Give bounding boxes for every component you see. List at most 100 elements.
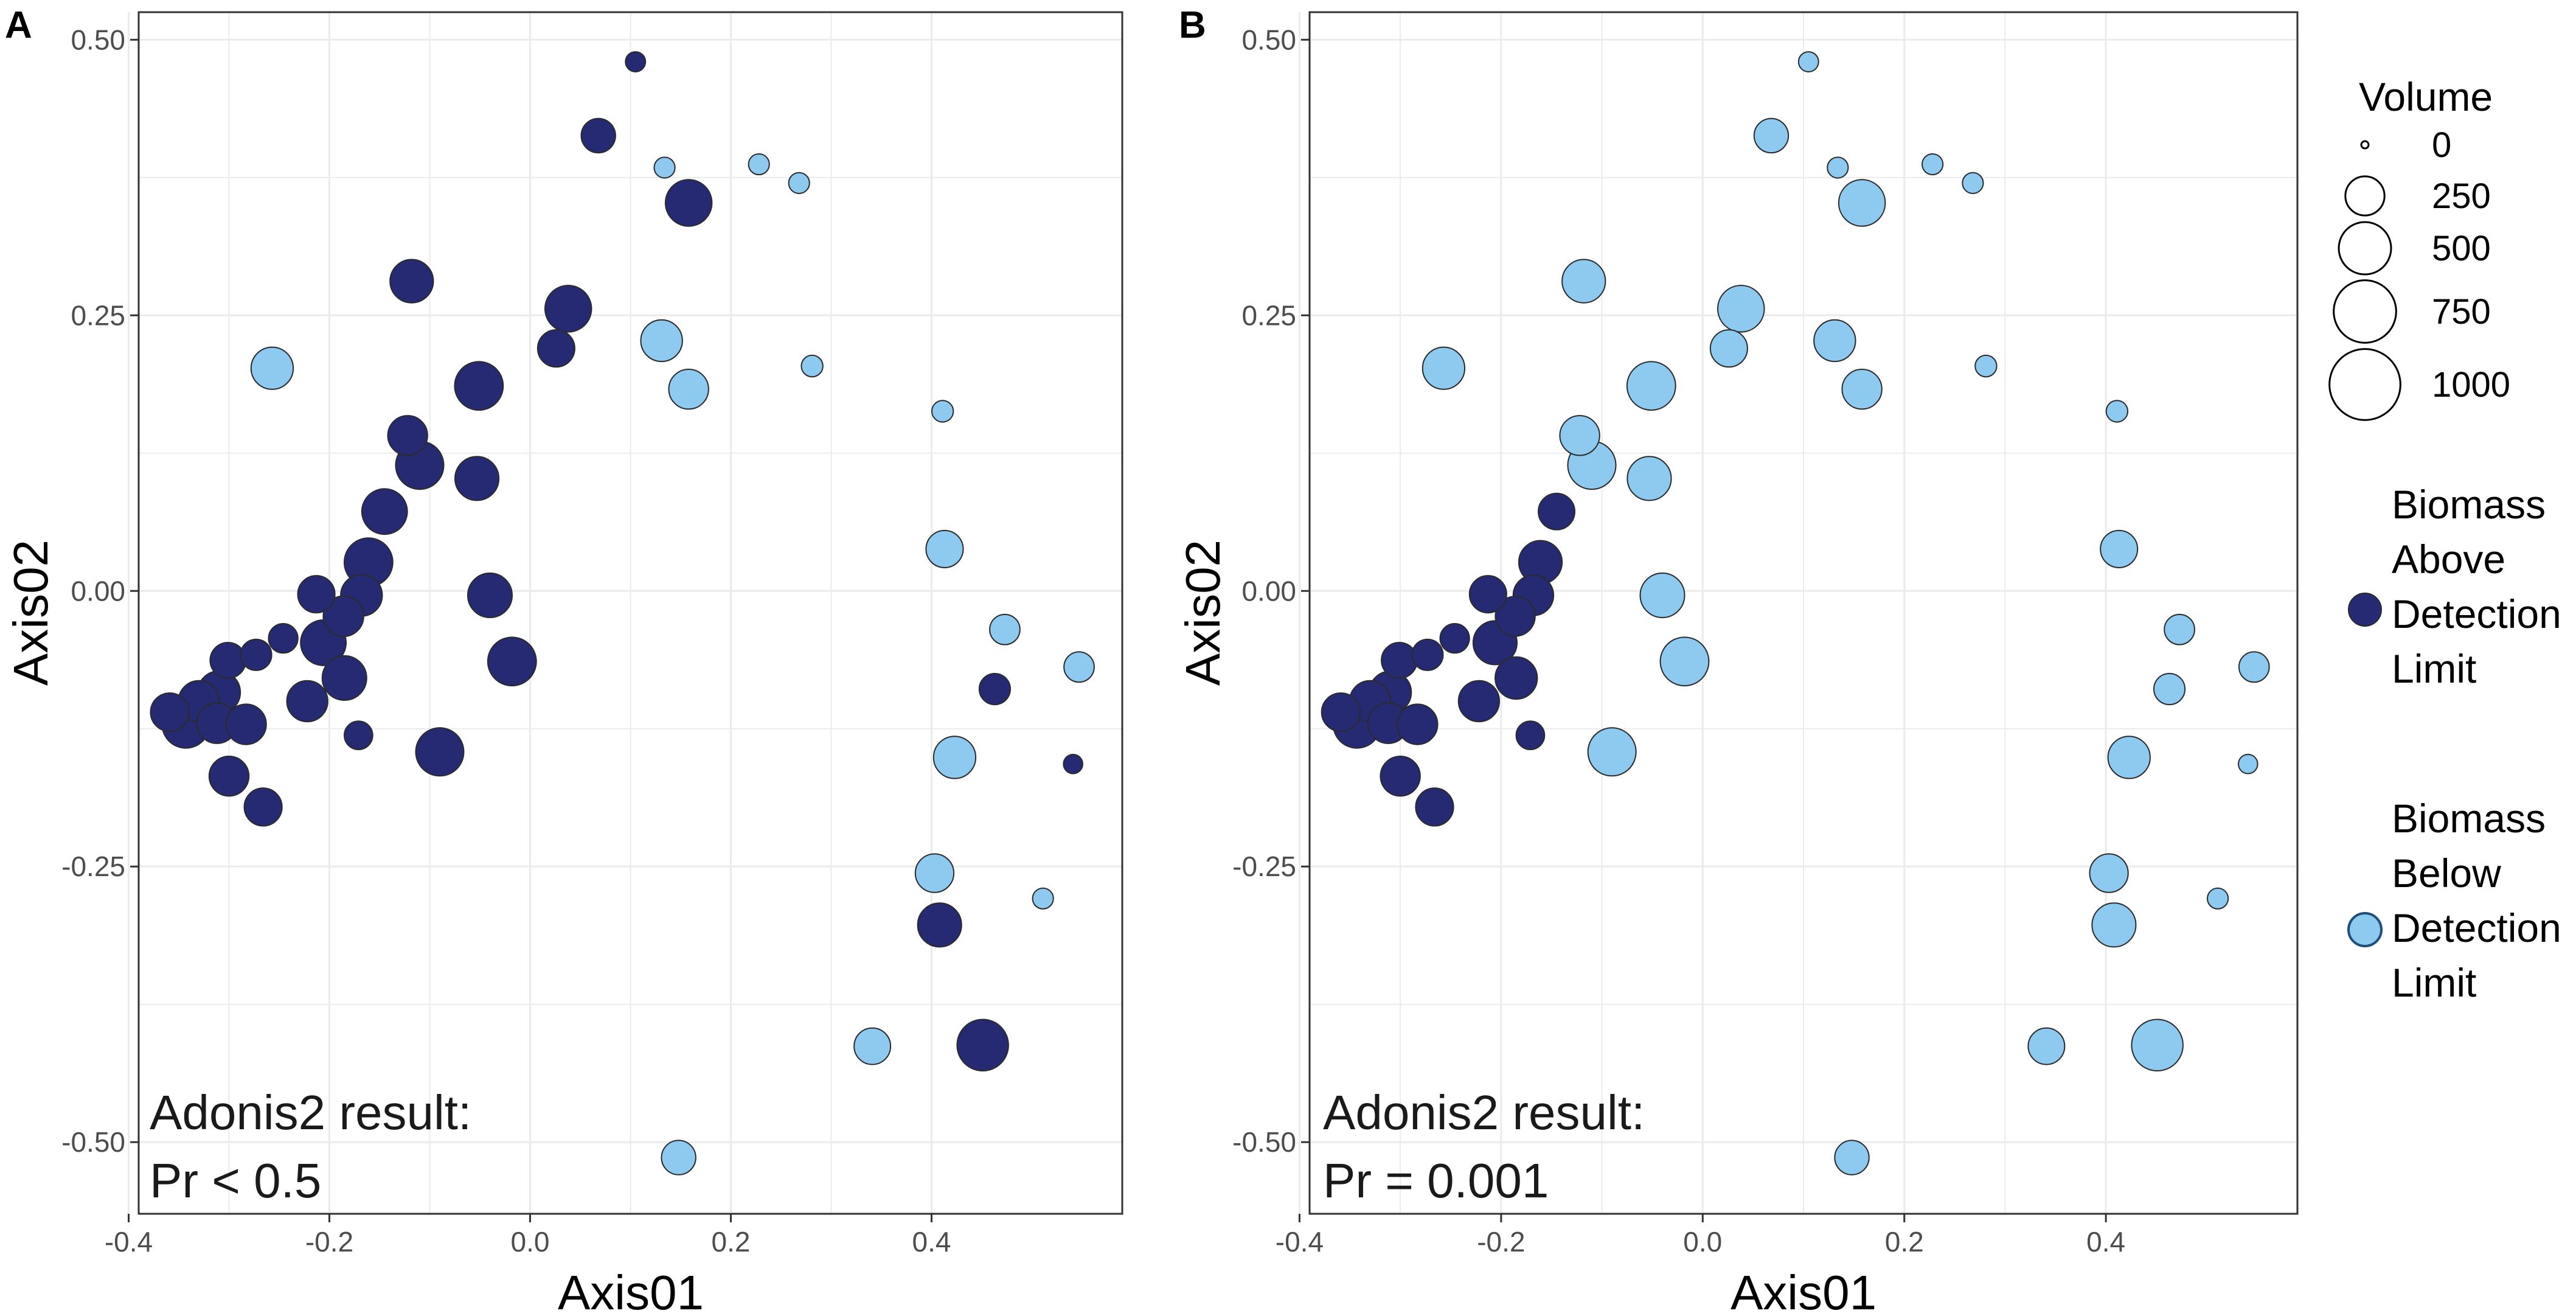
scatter-point-above <box>208 755 250 797</box>
panel-letter-a: A <box>5 4 32 46</box>
scatter-point-below <box>2206 887 2229 910</box>
scatter-point-above <box>1380 755 1421 797</box>
scatter-point-above <box>1468 575 1507 614</box>
scatter-point-below <box>1838 179 1886 227</box>
scatter-point-below <box>914 853 955 893</box>
y-tick-label: 0.50 <box>1241 24 1296 55</box>
scatter-point-below <box>1962 172 1984 194</box>
scatter-point-above <box>1538 492 1575 531</box>
scatter-point-above <box>209 642 247 679</box>
scatter-point-above <box>243 787 283 827</box>
scatter-point-below <box>2027 1027 2066 1065</box>
scatter-point-below <box>1813 319 1856 363</box>
legend-label-above-4: Limit <box>2392 646 2476 691</box>
scatter-point-above <box>544 285 592 333</box>
legend-size-title: Volume <box>2359 74 2493 119</box>
scatter-point-below <box>1626 456 1672 501</box>
x-tick-label: 0.4 <box>912 1226 951 1258</box>
annotation-b-line1: Adonis2 result: <box>1323 1085 1645 1140</box>
scatter-point-below <box>1032 887 1054 910</box>
panel-letter-b: B <box>1179 4 1206 46</box>
scatter-point-below <box>1753 117 1790 154</box>
scatter-point-above <box>225 703 267 745</box>
y-tick-label: 0.00 <box>71 575 125 607</box>
x-axis-title-b: Axis01 <box>1731 1266 1876 1316</box>
legend-label-below-2: Below <box>2392 851 2501 896</box>
legend: Volume 0 250 500 750 1000 Biomass Above Dete… <box>2328 74 2561 1005</box>
size-legend-label: 1000 <box>2432 365 2510 405</box>
scatter-point-below <box>925 529 964 568</box>
scatter-point-above <box>322 595 364 638</box>
scatter-point-below <box>2238 651 2270 683</box>
y-axis-title-a: Axis02 <box>4 540 58 686</box>
scatter-point-below <box>1639 572 1686 619</box>
scatter-point-below <box>250 346 294 390</box>
size-legend-label: 750 <box>2432 292 2491 332</box>
scatter-point-below <box>2107 736 2151 779</box>
x-tick-label: -0.4 <box>1276 1226 1324 1258</box>
scatter-point-above <box>1063 753 1083 775</box>
size-legend-label: 0 <box>2432 125 2451 165</box>
scatter-point-above <box>1495 596 1536 637</box>
size-legend-label: 500 <box>2432 229 2491 268</box>
scatter-point-below <box>1827 156 1849 179</box>
x-tick-label: 0.2 <box>712 1226 751 1258</box>
scatter-point-below <box>989 613 1021 646</box>
y-tick-label: -0.25 <box>1232 851 1296 882</box>
scatter-point-above <box>1495 656 1538 700</box>
scatter-point-above <box>664 179 713 227</box>
legend-label-below-4: Limit <box>2392 960 2476 1005</box>
scatter-point-above <box>1411 638 1444 671</box>
scatter-point-below <box>2164 613 2195 646</box>
scatter-point-above <box>389 259 434 304</box>
scatter-point-above <box>580 117 616 154</box>
legend-label-above-3: Detection <box>2392 591 2561 636</box>
x-tick-label: 0.0 <box>511 1226 550 1258</box>
size-legend-circle <box>2360 140 2370 150</box>
y-tick-label: 0.50 <box>71 24 125 55</box>
scatter-point-below <box>2131 1018 2184 1072</box>
scatter-point-above <box>487 636 537 687</box>
scatter-point-above <box>321 655 367 701</box>
scatter-point-below <box>2238 753 2258 775</box>
plot-frame-a <box>137 11 1123 1215</box>
x-axis-title-a: Axis01 <box>558 1266 704 1316</box>
scatter-point-below <box>748 153 770 176</box>
scatter-point-above <box>978 672 1012 706</box>
scatter-point-below <box>2105 400 2129 423</box>
scatter-point-below <box>653 156 676 179</box>
scatter-point-below <box>1922 153 1944 176</box>
scatter-point-below <box>1841 368 1883 410</box>
scatter-point-above <box>343 720 373 750</box>
x-tick-label: -0.4 <box>105 1226 153 1258</box>
scatter-point-above <box>454 361 504 411</box>
scatter-point-above <box>1457 680 1501 723</box>
scatter-point-below <box>2089 853 2129 893</box>
scatter-point-above <box>1397 703 1439 745</box>
size-legend-circle <box>2344 175 2386 217</box>
size-legend-circle <box>2328 348 2401 421</box>
legend-key-below <box>2347 912 2383 947</box>
x-tick-label: 0.0 <box>1683 1226 1722 1258</box>
scatter-point-above <box>387 415 428 456</box>
size-legend-circle <box>2333 279 2397 344</box>
scatter-point-above <box>467 572 513 619</box>
scatter-point-below <box>932 736 977 779</box>
scatter-point-above <box>268 623 299 654</box>
y-axis-title-b: Axis02 <box>1176 540 1230 686</box>
ticks-a: -0.4 -0.2 0.0 0.2 0.4 -0.50 -0.25 0.00 0.25 0.50 <box>61 24 951 1258</box>
points-a <box>150 51 1095 1175</box>
scatter-point-above <box>1321 692 1361 733</box>
scatter-point-above <box>286 680 328 723</box>
y-tick-label: 0.00 <box>1241 575 1296 607</box>
scatter-point-below <box>661 1140 696 1175</box>
scatter-point-below <box>788 172 810 194</box>
x-tick-label: 0.2 <box>1885 1226 1924 1258</box>
scatter-point-above <box>1381 642 1418 679</box>
size-legend: 0 250 500 750 1000 <box>2328 125 2510 421</box>
scatter-point-below <box>1797 51 1819 73</box>
legend-label-above-1: Biomass <box>2392 482 2546 527</box>
scatter-point-below <box>1974 354 1998 378</box>
y-tick-label: -0.50 <box>1232 1126 1296 1158</box>
x-tick-label: 0.4 <box>2086 1226 2125 1258</box>
